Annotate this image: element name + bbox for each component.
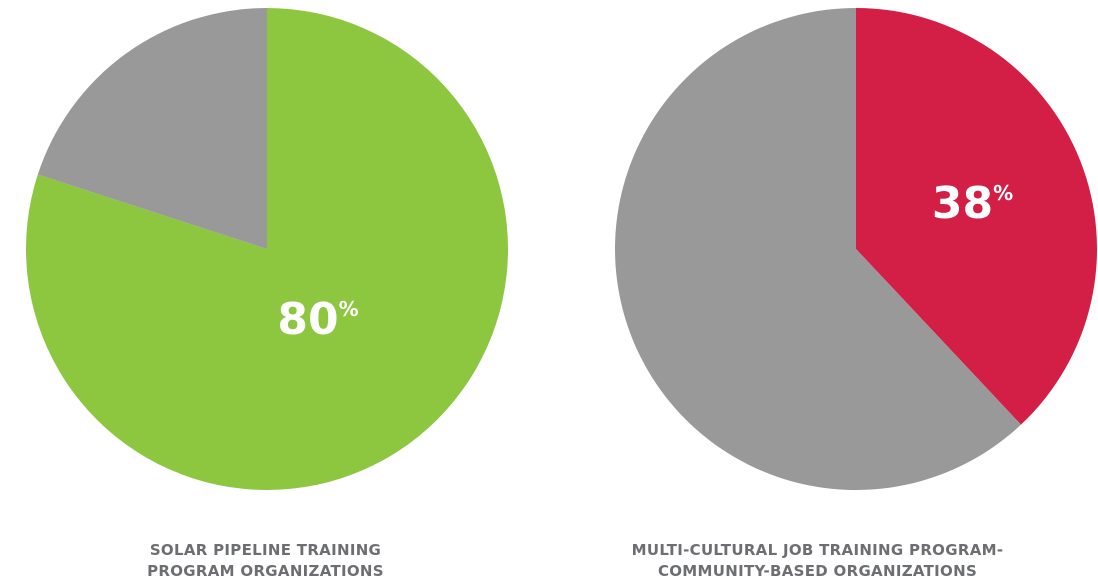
pie-slice-remainder <box>615 8 1021 490</box>
chart-caption: SOLAR PIPELINE TRAINING PROGRAM ORGANIZA… <box>0 540 540 582</box>
caption-line: MULTI-CULTURAL JOB TRAINING PROGRAM- <box>631 541 1004 559</box>
caption-line: PROGRAM ORGANIZATIONS <box>147 562 384 580</box>
percent-number: 80 <box>277 294 338 345</box>
caption-line: SOLAR PIPELINE TRAINING <box>149 541 382 559</box>
pie-slice-highlight <box>856 8 1098 425</box>
pie-slices <box>26 8 509 490</box>
pie-slice-remainder <box>37 8 267 249</box>
pie-slices <box>615 8 1098 490</box>
percent-symbol: % <box>993 181 1013 205</box>
pie-chart-svg: 38% <box>615 8 1098 490</box>
percent-label: 80% <box>277 294 358 345</box>
pie-chart-multicultural: 38% MULTI-CULTURAL JOB TRAINING PROGRAM-… <box>549 0 1098 584</box>
percent-label: 38% <box>932 178 1013 229</box>
percent-number: 38 <box>932 178 993 229</box>
pie-chart-svg: 80% <box>26 8 509 490</box>
percent-symbol: % <box>339 297 359 321</box>
caption-line: COMMUNITY-BASED ORGANIZATIONS <box>657 562 978 580</box>
chart-caption: MULTI-CULTURAL JOB TRAINING PROGRAM- COM… <box>543 540 1092 582</box>
pie-slice-highlight <box>26 8 509 490</box>
pie-chart-solar: 80% SOLAR PIPELINE TRAINING PROGRAM ORGA… <box>0 8 540 582</box>
